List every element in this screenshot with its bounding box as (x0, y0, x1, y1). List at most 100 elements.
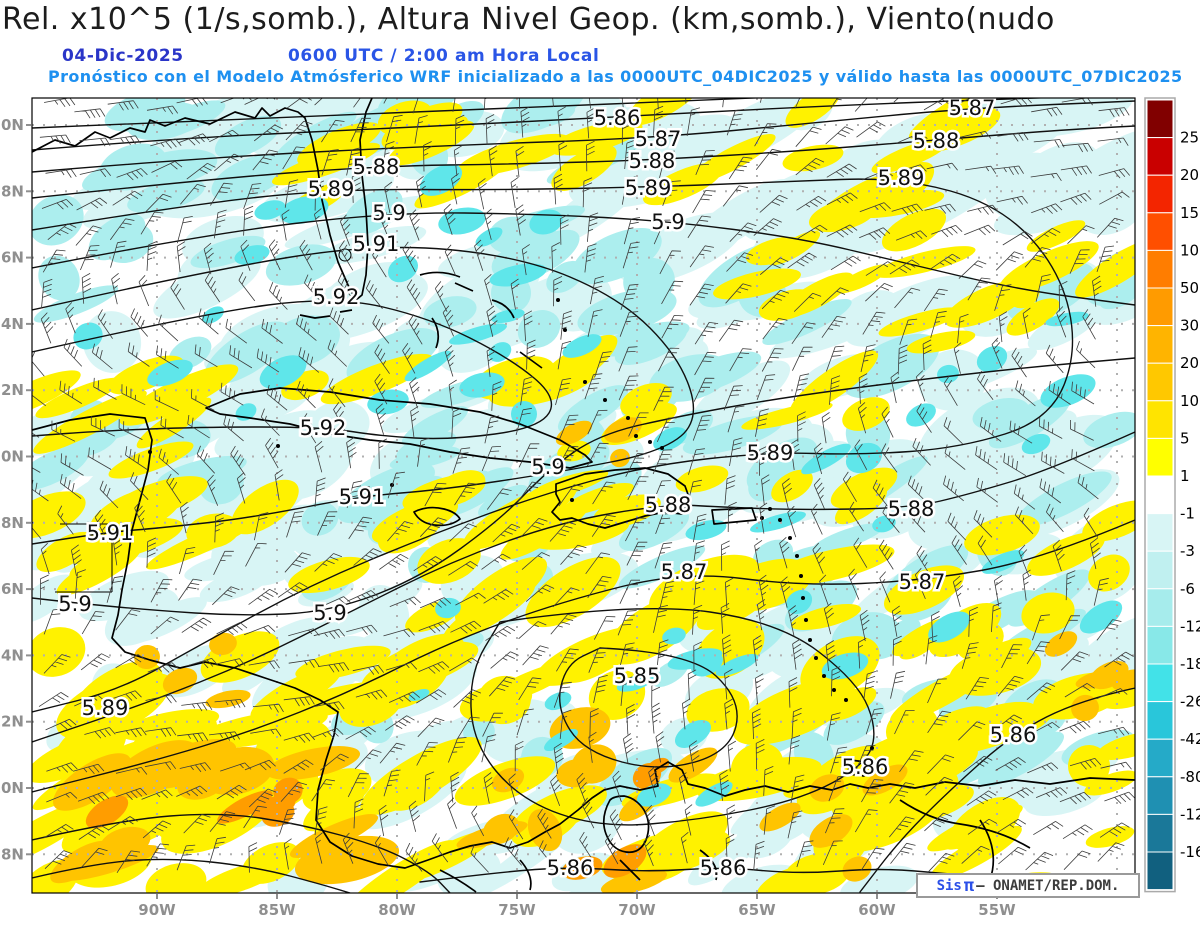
contour-label: 5.86 (547, 856, 594, 880)
colorbar: 250 200 150 100 50 30 20 10 5 1 -1 -3 -6 -12 -18 -26 -42… (1144, 97, 1200, 893)
colorbar-segment (1146, 362, 1174, 402)
colorbar-tick-label: -42 (1180, 730, 1200, 748)
political-borders (55, 523, 113, 593)
contour-label: 5.92 (300, 416, 347, 440)
contour-label: 5.91 (353, 232, 400, 256)
colorbar-segment (1146, 437, 1174, 477)
lat-tick-label: 18N (0, 514, 24, 532)
colorbar-segment (1146, 851, 1174, 891)
colorbar-tick-label: 200 (1180, 166, 1200, 184)
lon-tick-label: 60W (858, 901, 896, 919)
colorbar-tick-label: -1 (1180, 505, 1195, 523)
contour-label: 5.9 (313, 601, 346, 625)
contour-label: 5.9 (372, 201, 405, 225)
lat-tick-label: 24N (0, 315, 24, 333)
colorbar-tick-label: 10 (1180, 392, 1199, 410)
colorbar-tick-label: 250 (1180, 129, 1200, 147)
lon-tick-label: 75W (498, 901, 536, 919)
colorbar-tick-label: -26 (1180, 693, 1200, 711)
contour-label: 5.88 (645, 493, 692, 517)
contour-label: 5.87 (661, 560, 708, 584)
colorbar-segment (1146, 249, 1174, 289)
colorbar-segment (1146, 588, 1174, 627)
colorbar-tick-label: 30 (1180, 317, 1199, 335)
colorbar-segment (1146, 137, 1174, 176)
contour-label: 5.9 (531, 455, 564, 479)
colorbar-tick-label: 100 (1180, 241, 1200, 259)
colorbar-tick-label: 5 (1180, 429, 1190, 447)
colorbar-segment (1146, 776, 1174, 815)
coastlines-layer (32, 98, 1135, 893)
colorbar-segment (1146, 813, 1174, 853)
contour-label: 5.88 (888, 497, 935, 521)
valid-time: 0600 UTC / 2:00 am Hora Local (288, 46, 600, 66)
contour-label: 5.86 (842, 755, 889, 779)
lat-tick-label: 26N (0, 249, 24, 267)
contour-label: 5.89 (878, 166, 925, 190)
lat-tick-label: 16N (0, 580, 24, 598)
lat-tick-label: 10N (0, 779, 24, 797)
contour-label: 5.9 (651, 210, 684, 234)
lon-tick-label: 65W (738, 901, 776, 919)
lon-tick-label: 80W (378, 901, 416, 919)
colorbar-tick-label: 50 (1180, 279, 1199, 297)
contour-label: 5.86 (594, 106, 641, 130)
datetime-row: 04-Dic-2025 0600 UTC / 2:00 am Hora Loca… (0, 46, 1200, 66)
contour-label: 5.91 (87, 521, 134, 545)
lon-tick-label: 85W (258, 901, 296, 919)
lat-tick-label: 12N (0, 713, 24, 731)
contour-label: 5.92 (313, 285, 360, 309)
vorticity-shading-layer (32, 98, 1135, 893)
colorbar-tick-label: 20 (1180, 354, 1199, 372)
contour-label: 5.88 (353, 155, 400, 179)
colorbar-segment (1146, 550, 1174, 590)
contour-label: 5.89 (308, 177, 355, 201)
map-interior: 5.865.875.885.895.95.885.895.95.915.925.… (32, 98, 1135, 893)
lon-tick-label: 70W (618, 901, 656, 919)
colorbar-tick-label: -160 (1180, 843, 1200, 861)
colorbar-segment (1146, 287, 1174, 327)
colorbar-tick-label: 1 (1180, 467, 1190, 485)
colorbar-segment (1146, 513, 1174, 552)
contour-labels-layer: 5.865.875.885.895.95.885.895.95.915.925.… (56, 98, 1039, 883)
run-date: 04-Dic-2025 (62, 46, 184, 66)
contour-label: 5.86 (990, 723, 1037, 747)
forecast-description: Pronóstico con el Modelo Atmósferico WRF… (48, 67, 1183, 86)
colorbar-segment (1146, 663, 1174, 703)
colorbar-tick-label: -6 (1180, 580, 1195, 598)
attribution-text: – ONAMET/REP.DOM. (976, 877, 1120, 894)
colorbar-segment (1146, 99, 1174, 139)
contour-label: 5.88 (629, 149, 676, 173)
map-frame (31, 97, 1136, 894)
lon-tick-label: 55W (978, 901, 1016, 919)
colorbar-tick-label: -80 (1180, 768, 1200, 786)
attribution-badge: Sis π – ONAMET/REP.DOM. (916, 873, 1140, 898)
colorbar-segment (1146, 475, 1174, 515)
colorbar-tick-label: -18 (1180, 655, 1200, 673)
colorbar-tick-label: -12 (1180, 617, 1200, 635)
contour-label: 5.89 (747, 441, 794, 465)
contour-label: 5.87 (899, 570, 946, 594)
contour-label: 5.87 (635, 127, 682, 151)
lat-tick-label: 20N (0, 448, 24, 466)
lon-tick-label: 90W (138, 901, 176, 919)
colorbar-tick-label: -3 (1180, 542, 1195, 560)
lat-tick-label: 30N (0, 116, 24, 134)
lat-tick-label: 14N (0, 646, 24, 664)
lat-tick-label: 22N (0, 381, 24, 399)
contour-label: 5.86 (700, 856, 747, 880)
contour-label: 5.9 (58, 592, 91, 616)
colorbar-segment (1146, 174, 1174, 214)
colorbar-tick-label: 150 (1180, 204, 1200, 222)
colorbar-segment (1146, 625, 1174, 665)
pi-symbol: π (963, 875, 975, 896)
page-title: Rel. x10^5 (1/s,somb.), Altura Nivel Geo… (2, 2, 1055, 37)
lat-tick-label: 28N (0, 182, 24, 200)
contour-label: 5.85 (614, 664, 661, 688)
colorbar-segment (1146, 738, 1174, 778)
colorbar-segment (1146, 400, 1174, 439)
colorbar-tick-label: -120 (1180, 805, 1200, 823)
contour-label: 5.89 (625, 176, 672, 200)
